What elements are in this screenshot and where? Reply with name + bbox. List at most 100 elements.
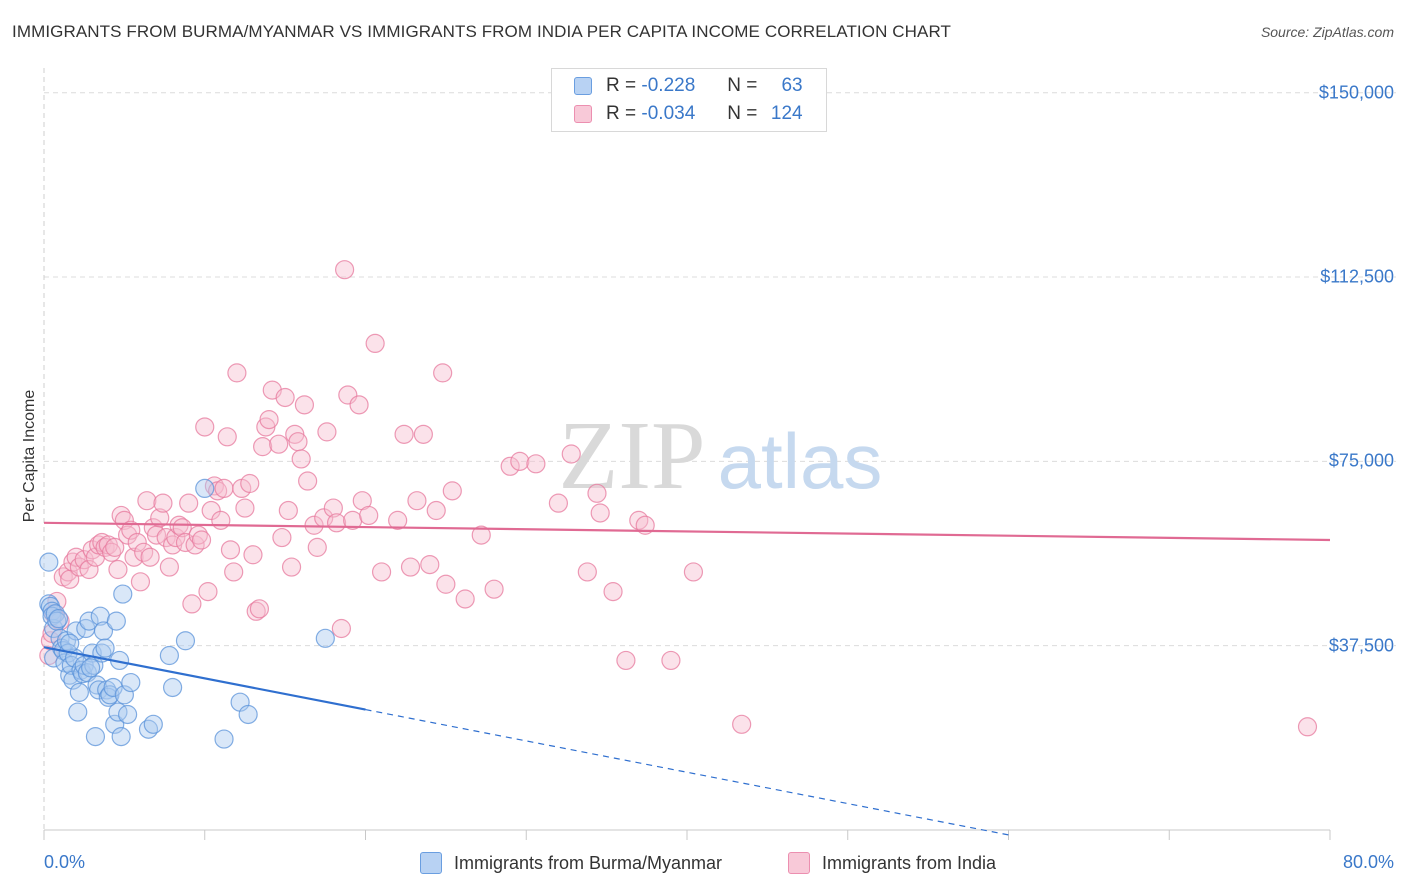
india-point — [127, 532, 147, 553]
burma-point — [195, 478, 215, 499]
india-point — [323, 498, 343, 518]
bottom-legend-label-burma: Immigrants from Burma/Myanmar — [454, 852, 723, 873]
bottom-legend-india: Immigrants from India — [788, 852, 996, 874]
india-point — [281, 557, 302, 577]
india-point — [326, 513, 347, 533]
legend-swatch-burma — [574, 77, 592, 95]
india-point — [140, 547, 160, 567]
india-point — [420, 554, 440, 575]
india-point — [455, 589, 475, 609]
burma-point — [68, 702, 88, 722]
india-point — [179, 493, 199, 513]
india-point — [294, 395, 315, 415]
india-point — [79, 559, 99, 580]
india-point — [172, 518, 192, 538]
x-tick-min: 0.0% — [44, 852, 86, 872]
india-point — [150, 508, 170, 528]
legend-n-label: N = — [727, 75, 758, 96]
burma-point — [159, 645, 179, 666]
burma-point — [143, 714, 163, 734]
india-point — [134, 542, 154, 562]
legend-n-value-burma: 63 — [781, 75, 803, 96]
y-tick-150000: $150,000 — [1318, 82, 1394, 103]
trend-line-india — [43, 521, 1331, 542]
burma-point — [85, 727, 106, 747]
india-point — [335, 260, 355, 280]
india-point — [291, 449, 311, 469]
legend-row-burma: R = -0.228 N = 63 — [574, 75, 803, 97]
chart-source: Source: ZipAtlas.com — [1260, 24, 1394, 40]
burma-point — [39, 552, 59, 572]
burma-point — [89, 680, 109, 700]
burma-point — [95, 638, 115, 658]
india-point — [198, 582, 218, 602]
india-point — [246, 601, 266, 621]
legend-row-india: R = -0.034 N = 124 — [574, 103, 803, 125]
burma-point — [69, 682, 89, 702]
chart-title: IMMIGRANTS FROM BURMA/MYANMAR VS IMMIGRA… — [12, 22, 952, 41]
india-point — [349, 395, 369, 415]
india-point — [413, 424, 433, 444]
india-point — [108, 559, 128, 580]
india-point — [288, 432, 308, 452]
burma-point — [315, 628, 335, 648]
india-point — [616, 650, 636, 671]
legend-swatch-india — [574, 105, 592, 123]
axes — [43, 68, 1331, 840]
india-point — [243, 545, 263, 565]
x-tick-max: 80.0% — [1342, 852, 1394, 872]
india-point — [124, 547, 144, 567]
india-point — [166, 527, 186, 548]
trend-line-burma — [43, 646, 366, 711]
india-point — [471, 525, 491, 545]
trend-line-burma-extension — [365, 708, 1009, 836]
y-tick-37500: $37,500 — [1328, 635, 1394, 656]
india-point — [137, 491, 157, 511]
india-point — [253, 437, 273, 457]
burma-point — [48, 609, 69, 629]
watermark: ZIP atlas — [559, 402, 883, 510]
burma-point — [117, 704, 138, 725]
india-point — [159, 557, 179, 577]
india-point — [561, 444, 581, 464]
watermark-zip: ZIP — [559, 402, 706, 510]
india-point — [272, 527, 292, 548]
legend-n-label: N = — [727, 103, 758, 124]
burma-point — [113, 584, 133, 604]
india-point — [224, 562, 244, 582]
india-point — [95, 537, 115, 557]
legend-r-value-burma: -0.228 — [641, 75, 696, 96]
burma-point — [56, 631, 77, 651]
india-point — [400, 557, 421, 577]
india-point — [240, 473, 260, 494]
india-point — [58, 562, 78, 582]
india-point — [298, 471, 318, 491]
india-point — [365, 333, 385, 354]
india-point — [484, 579, 504, 599]
india-point — [259, 409, 279, 430]
legend-n-value-india: 124 — [770, 103, 803, 124]
india-point — [214, 478, 234, 499]
india-point — [191, 530, 212, 550]
india-point — [217, 427, 237, 447]
india-point — [182, 594, 202, 614]
india-point — [156, 527, 176, 548]
india-point — [74, 550, 94, 570]
india-point — [227, 363, 247, 383]
india-point — [394, 424, 414, 444]
gridlines — [44, 92, 1396, 647]
bottom-legend-swatch-burma — [420, 852, 442, 874]
india-point — [426, 500, 446, 521]
india-point — [275, 387, 295, 408]
india-point — [603, 582, 623, 602]
legend-r-value-india: -0.034 — [641, 103, 696, 124]
burma-point — [93, 621, 114, 641]
india-point — [1297, 717, 1318, 737]
burma-point — [106, 611, 126, 631]
india-point — [211, 510, 231, 530]
india-point — [121, 520, 141, 540]
india-point — [307, 537, 327, 557]
burma-point — [238, 704, 258, 725]
india-point — [220, 540, 241, 560]
